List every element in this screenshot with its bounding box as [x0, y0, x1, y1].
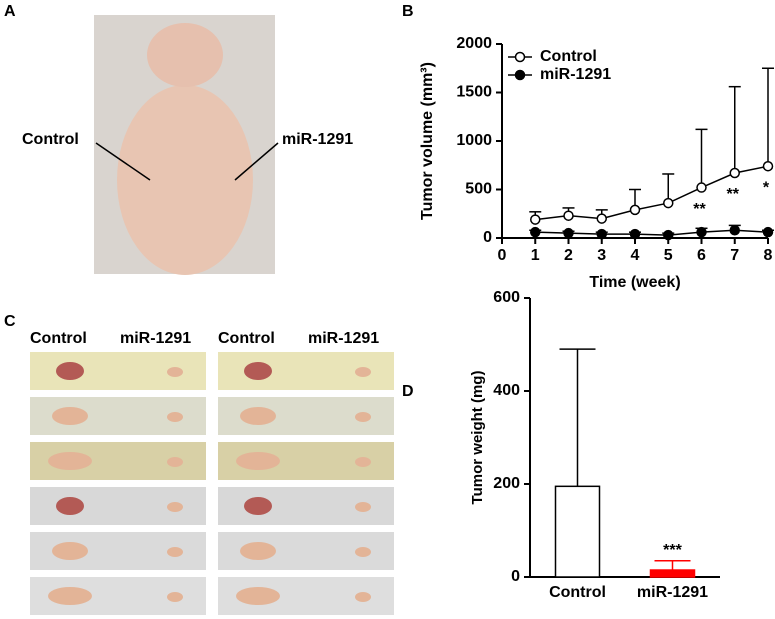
photo-header: miR-1291	[120, 330, 191, 347]
marker	[729, 224, 740, 236]
marker	[530, 214, 541, 225]
photo-header: Control	[218, 330, 275, 347]
legend-marker	[514, 51, 526, 63]
legend-label: miR-1291	[540, 66, 611, 83]
y-tick-label: 2000	[456, 35, 492, 52]
x-tick-label: 4	[631, 247, 640, 264]
tumor	[244, 497, 272, 515]
tumor	[167, 592, 183, 602]
tumor	[244, 362, 272, 380]
tumor	[167, 367, 183, 377]
tumor	[167, 502, 183, 512]
tumor	[167, 547, 183, 557]
y-tick-label: 500	[465, 181, 492, 198]
y-tick-label: 0	[483, 229, 492, 246]
y-tick-label: 400	[493, 382, 520, 399]
photo-header: Control	[30, 330, 87, 347]
marker	[762, 160, 774, 172]
legend-label: Control	[540, 48, 597, 65]
x-tick-label: miR-1291	[637, 584, 708, 601]
annotation: **	[727, 186, 740, 203]
tumor	[56, 362, 84, 380]
photo-label: miR-1291	[282, 131, 353, 148]
annotation: **	[693, 201, 706, 218]
tumor	[167, 412, 183, 422]
marker	[563, 210, 574, 221]
marker	[663, 229, 674, 241]
series-line	[535, 229, 769, 236]
marker	[629, 204, 641, 216]
x-tick-label: 3	[597, 247, 606, 264]
tumor	[48, 452, 92, 470]
x-tick-label: 1	[531, 247, 540, 264]
mouse	[117, 85, 253, 275]
marker	[596, 228, 607, 240]
x-axis-label: Time (week)	[589, 274, 680, 291]
panel-label: D	[402, 383, 414, 400]
panel-label: B	[402, 3, 414, 20]
legend-marker	[514, 69, 526, 81]
x-tick-label: 7	[730, 247, 739, 264]
marker	[530, 226, 541, 238]
y-tick-label: 600	[493, 289, 520, 306]
photo-grid	[30, 352, 394, 615]
y-axis-label: Tumor weight (mg)	[469, 371, 486, 505]
tumor	[56, 497, 84, 515]
tumor	[52, 542, 88, 560]
x-tick-label: 6	[697, 247, 706, 264]
marker	[596, 213, 607, 224]
tumor	[355, 502, 371, 512]
tumor	[236, 587, 280, 605]
tumor	[236, 452, 280, 470]
x-tick-label: 8	[764, 247, 773, 264]
marker	[696, 226, 707, 238]
bar	[554, 485, 601, 578]
tumor	[355, 592, 371, 602]
marker	[762, 226, 774, 238]
marker	[729, 167, 740, 179]
marker	[663, 197, 674, 209]
y-tick-label: 0	[511, 568, 520, 585]
marker	[696, 182, 707, 193]
marker	[563, 227, 574, 239]
x-tick-label: 2	[564, 247, 573, 264]
mouse-head	[147, 23, 223, 87]
y-tick-label: 200	[493, 475, 520, 492]
panel-label: A	[4, 3, 16, 20]
annotation: ***	[663, 542, 682, 559]
photo-header: miR-1291	[308, 330, 379, 347]
tumor	[355, 457, 371, 467]
photo-label: Control	[22, 131, 79, 148]
tumor	[52, 407, 88, 425]
tumor	[240, 542, 276, 560]
panel-label: C	[4, 313, 16, 330]
tumor	[355, 412, 371, 422]
arrow	[95, 142, 151, 181]
x-tick-label: 0	[498, 247, 507, 264]
bar	[649, 569, 696, 578]
annotation: *	[763, 179, 770, 196]
tumor	[240, 407, 276, 425]
series-line	[535, 165, 769, 221]
marker	[629, 228, 641, 240]
y-tick-label: 1000	[456, 132, 492, 149]
tumor	[355, 367, 371, 377]
tumor	[355, 547, 371, 557]
y-tick-label: 1500	[456, 84, 492, 101]
x-tick-label: Control	[549, 584, 606, 601]
y-axis-label: Tumor volume (mm³)	[419, 62, 436, 220]
arrow	[234, 142, 279, 181]
tumor	[167, 457, 183, 467]
tumor	[48, 587, 92, 605]
x-tick-label: 5	[664, 247, 673, 264]
